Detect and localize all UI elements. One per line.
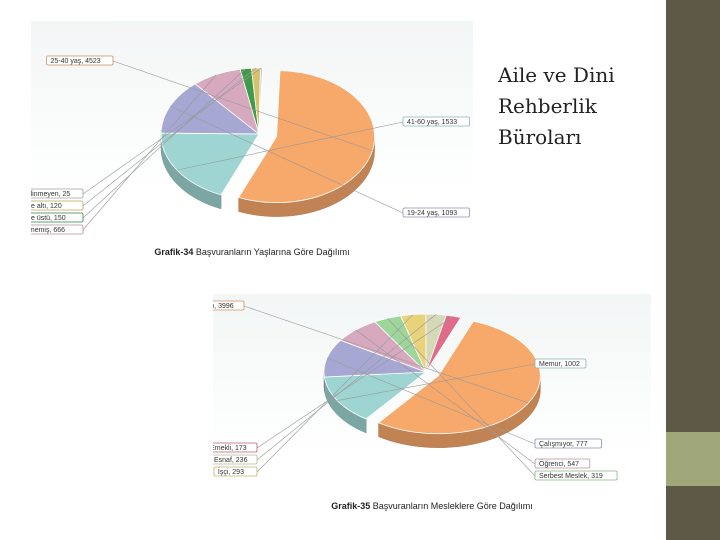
data-label-box: [31, 212, 84, 223]
age-pie-chart: 25-40 yaş, 4523 41-60 yaş, 1533 19-24 yaş,…: [31, 55, 470, 235]
decorative-side-accent: [666, 432, 720, 486]
data-label-25-40-yas: 25-40 yaş, 4523: [51, 58, 101, 65]
label-leader-line: [256, 314, 414, 473]
label-leader-line: [82, 67, 257, 207]
data-label-19-24-yas: 19-24 yaş, 1093: [407, 210, 457, 217]
data-label-box: [31, 200, 84, 211]
label-leader-line: [112, 60, 373, 152]
occupation-pie-chart: Ev Hanımı, 3996 Memur, 1002 Çalışmıyor, 77…: [213, 300, 618, 481]
data-label-i-sci: İşçi, 293: [218, 467, 244, 476]
pie-slice-41-60-yas: [160, 132, 260, 196]
data-label-box: [31, 224, 84, 235]
data-label-ev-hanimi: Ev Hanımı, 3996: [213, 303, 234, 310]
data-label-13-yas-ve-alti: 13 yaş ve altı, 120: [31, 203, 62, 210]
label-leader-line: [326, 357, 536, 445]
slide-title: Aile ve Dini Rehberlik Büroları: [498, 60, 658, 153]
label-leader-line: [256, 314, 437, 461]
label-leader-line: [355, 329, 536, 465]
caption-text: Başvuranların Mesleklere Göre Dağılımı: [370, 501, 533, 511]
age-chart-caption: Grafik-34 Başvuranların Yaşlarına Göre D…: [31, 247, 473, 257]
data-label-esnaf: Esnaf, 236: [214, 457, 248, 464]
label-leader-line: [170, 105, 404, 214]
data-label-box: [213, 300, 245, 311]
data-label-41-60-yas: 41-60 yaş, 1533: [407, 119, 457, 126]
data-label-serbest-meslek: Serbest Meslek, 319: [539, 473, 603, 480]
pie-slice-bilinmeyen: [258, 67, 263, 135]
data-label-box: [402, 207, 470, 218]
data-label-calismiyor: Çalışmıyor, 777: [539, 441, 588, 448]
slide-title-line: Rehberlik: [498, 94, 597, 118]
data-label-box: [402, 116, 470, 127]
data-label-ogrenci: Öğrenci, 547: [539, 460, 579, 468]
caption-prefix: Grafik-34: [154, 247, 194, 257]
caption-prefix: Grafik-35: [331, 501, 371, 511]
data-label-61-yas-ve-ustu: 61 yaş ve üstü, 150: [31, 215, 66, 222]
slide-title-line: Büroları: [498, 125, 582, 149]
caption-text: Başvuranların Yaşlarına Göre Dağılımı: [193, 247, 350, 257]
data-label-box: [213, 454, 258, 465]
data-label-box: [213, 442, 258, 453]
label-leader-line: [256, 315, 454, 449]
age-distribution-chart-panel: 25-40 yaş, 4523 41-60 yaş, 1533 19-24 yaş,…: [31, 21, 473, 266]
slide-title-line: Aile ve Dini: [498, 63, 615, 87]
data-label-bilinmeyen: Bilinmeyen, 25: [31, 191, 70, 198]
data-label-box: [46, 55, 114, 66]
data-label-yasi-girilmemis: Yaşı Girilmemiş, 666: [31, 227, 65, 234]
data-label-box: [213, 466, 258, 477]
data-label-box: [31, 188, 84, 199]
pie-slice-emekli: [425, 314, 462, 373]
label-leader-line: [337, 363, 536, 401]
label-leader-line: [243, 305, 529, 404]
label-leader-line: [387, 318, 536, 477]
data-label-memur: Memur, 1002: [539, 361, 580, 368]
label-leader-line: [82, 74, 217, 231]
label-leader-line: [82, 67, 262, 195]
data-label-emekli: Emekli, 173: [213, 445, 247, 452]
data-label-box: [534, 458, 591, 469]
data-label-box: [534, 470, 618, 481]
label-leader-line: [176, 121, 404, 171]
data-label-box: [534, 358, 587, 369]
label-leader-line: [82, 68, 246, 219]
occupation-chart-caption: Grafik-35 Başvuranların Mesleklere Göre …: [213, 501, 651, 511]
occupation-distribution-chart-panel: Ev Hanımı, 3996 Memur, 1002 Çalışmıyor, 77…: [213, 294, 651, 525]
data-label-box: [534, 438, 602, 449]
